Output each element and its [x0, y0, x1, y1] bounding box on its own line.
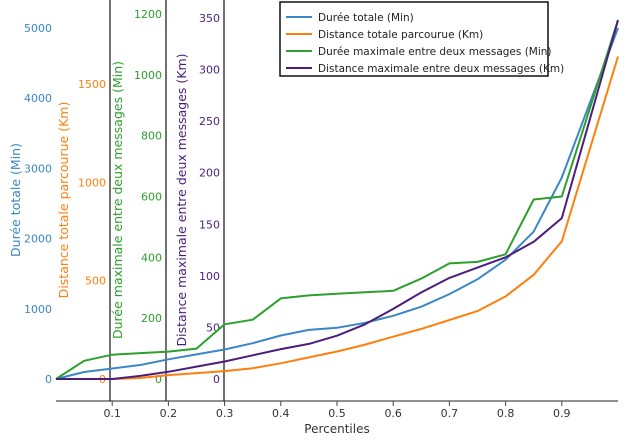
x-tick-label: 0.2 — [160, 407, 178, 420]
y-axis-title-4: Distance maximale entre deux messages (K… — [174, 53, 189, 346]
x-tick-label: 0.7 — [441, 407, 459, 420]
y-tick-label-axis-3: 600 — [141, 191, 162, 204]
x-tick-label: 0.9 — [553, 407, 571, 420]
x-tick-label: 0.3 — [216, 407, 234, 420]
y-axis-title-1: Durée totale (Min) — [8, 143, 23, 257]
series-line-4 — [56, 19, 619, 380]
series-line-3 — [55, 19, 619, 380]
y-tick-label-axis-4: 250 — [199, 115, 220, 128]
y-tick-label-axis-4: 300 — [199, 64, 220, 77]
series-line-1 — [55, 27, 619, 380]
y-tick-label-axis-4: 350 — [199, 12, 220, 25]
legend-entry-4: Distance maximale entre deux messages (K… — [318, 63, 564, 75]
y-tick-label-axis-3: 1000 — [134, 69, 162, 82]
y-tick-label-axis-4: 200 — [199, 167, 220, 180]
legend-entry-1: Durée totale (Min) — [318, 12, 414, 24]
y-tick-label-axis-1: 4000 — [24, 92, 52, 105]
x-tick-label: 0.5 — [328, 407, 346, 420]
y-tick-label-axis-3: 400 — [141, 251, 162, 264]
y-tick-label-axis-2: 1500 — [78, 78, 106, 91]
y-tick-label-axis-2: 500 — [85, 275, 106, 288]
y-tick-label-axis-1: 1000 — [24, 303, 52, 316]
y-axis-title-2: Distance totale parcourue (Km) — [56, 102, 71, 299]
legend-entry-2: Distance totale parcourue (Km) — [318, 29, 483, 41]
y-tick-label-axis-1: 0 — [45, 373, 52, 386]
y-tick-label-axis-3: 200 — [141, 312, 162, 325]
legend-box — [279, 1, 549, 77]
axes-layer: 0.1 0.2 0.3 0.4 0.5 0.6 0.7 0.8 0.9 Percentiles 0 1… — [8, 0, 618, 436]
legend: Durée totale (Min) Distance totale parcou… — [279, 1, 564, 77]
y-tick-label-axis-2: 1000 — [78, 176, 106, 189]
y-tick-label-axis-4: 150 — [199, 218, 220, 231]
series-layer — [55, 19, 619, 380]
x-tick-label: 0.4 — [272, 407, 290, 420]
legend-entry-3: Durée maximale entre deux messages (Min) — [318, 46, 552, 58]
y-tick-label-axis-1: 5000 — [24, 22, 52, 35]
y-tick-label-axis-1: 2000 — [24, 233, 52, 246]
y-tick-label-axis-4: 0 — [213, 373, 220, 386]
x-tick-label: 0.1 — [103, 407, 121, 420]
y-tick-label-axis-4: 50 — [206, 321, 220, 334]
y-tick-label-axis-3: 0 — [155, 373, 162, 386]
y-axis-title-3: Durée maximale entre deux messages (Min) — [110, 61, 125, 339]
y-tick-label-axis-3: 800 — [141, 130, 162, 143]
x-tick-label: 0.6 — [384, 407, 402, 420]
y-tick-label-axis-1: 3000 — [24, 162, 52, 175]
series-line-2 — [56, 56, 619, 380]
y-tick-label-axis-4: 100 — [199, 270, 220, 283]
y-tick-label-axis-3: 1200 — [134, 8, 162, 21]
x-axis-title: Percentiles — [304, 422, 369, 436]
x-tick-label: 0.8 — [497, 407, 515, 420]
